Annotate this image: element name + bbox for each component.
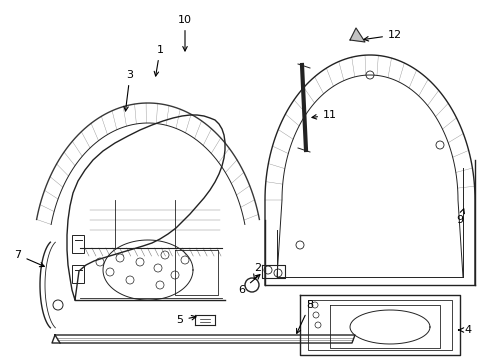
Text: 4: 4 [459,325,471,335]
Text: 3: 3 [124,70,133,111]
Text: 5: 5 [176,315,196,325]
Text: 2: 2 [254,263,262,279]
Text: 12: 12 [364,30,402,41]
Text: 9: 9 [457,209,465,225]
Polygon shape [350,28,365,42]
Text: 11: 11 [312,110,337,120]
Text: 8: 8 [296,300,314,333]
Text: 1: 1 [154,45,164,76]
Text: 7: 7 [14,250,44,267]
Text: 10: 10 [178,15,192,51]
Bar [72,265,84,283]
Text: 6: 6 [239,275,260,295]
Bar [72,235,84,253]
